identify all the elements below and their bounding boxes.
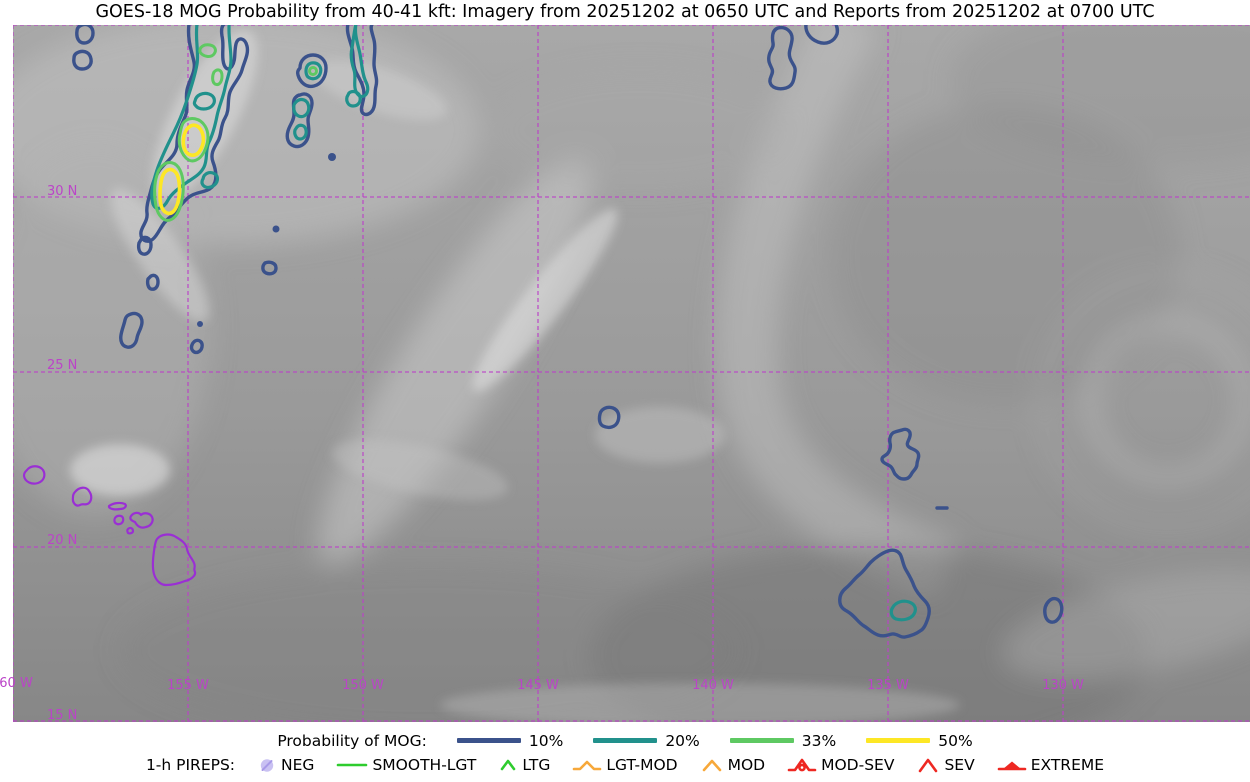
lon-label-145w: 145 W: [517, 678, 559, 693]
legend: Probability of MOG: 10% 20% 33% 50% 1-h …: [0, 729, 1250, 776]
page-title: GOES-18 MOG Probability from 40-41 kft: …: [95, 2, 1155, 22]
lon-label-150w: 150 W: [342, 678, 384, 693]
pirep-neg-label: NEG: [281, 755, 315, 774]
pirep-item-neg: NEG: [257, 756, 314, 774]
pirep-item-lgt: LTG: [498, 756, 550, 774]
lat-label-25n: 25 N: [47, 358, 77, 373]
prob-20-label: 20%: [665, 731, 700, 750]
pirep-extreme-label: EXTREME: [1030, 755, 1105, 774]
pirep-item-mod-sev: MOD-SEV: [787, 756, 894, 774]
legend-probability-title: Probability of MOG:: [277, 731, 427, 750]
contour-50pct: [158, 123, 206, 216]
pirep-lgt-mod-icon: [573, 760, 602, 770]
pirep-item-extreme: EXTREME: [997, 756, 1104, 774]
pirep-smooth-lgt-icon: [337, 763, 368, 766]
legend-item-50pct: 50%: [866, 731, 973, 750]
lon-label-130w: 130 W: [1042, 678, 1084, 693]
lat-label-30n: 30 N: [47, 184, 77, 199]
pirep-extreme-icon: [997, 761, 1027, 770]
contour-33pct: [153, 43, 318, 222]
pirep-item-sev: SEV: [916, 755, 975, 774]
lon-label-140w: 140 W: [692, 678, 734, 693]
pirep-sev-label: SEV: [944, 755, 975, 774]
satellite-imagery: [13, 25, 1250, 722]
pirep-item-smooth-lgt: SMOOTH-LGT: [336, 756, 476, 774]
prob-33-line-swatch: [729, 737, 794, 744]
legend-pireps-title: 1-h PIREPS:: [145, 755, 236, 774]
pirep-lgt-label: LTG: [522, 755, 551, 774]
pirep-mod-sev-icon: [787, 758, 817, 771]
pirep-lgt-icon: [501, 759, 516, 770]
hawaii-coastlines: [22, 465, 197, 587]
pirep-item-lgt-mod: LGT-MOD: [572, 755, 678, 774]
latlon-grid: [13, 25, 1250, 722]
pirep-smooth-lgt-label: SMOOTH-LGT: [372, 755, 477, 774]
contour-20pct: [150, 25, 917, 622]
contour-10pct: [72, 25, 1064, 639]
pirep-mod-sev-label: MOD-SEV: [821, 755, 895, 774]
prob-10-label: 10%: [528, 731, 564, 750]
legend-item-20pct: 20%: [593, 731, 700, 750]
legend-probability: Probability of MOG: 10% 20% 33% 50%: [0, 729, 1250, 752]
pirep-neg-icon: [260, 758, 274, 772]
pirep-item-mod: MOD: [700, 755, 766, 774]
lat-label-15n: 15 N: [47, 708, 77, 722]
grid-labels: 30 N 25 N 20 N 15 N 155 W 150 W 145 W 14…: [47, 184, 1084, 722]
map-canvas: 30 N 25 N 20 N 15 N 155 W 150 W 145 W 14…: [13, 25, 1250, 722]
prob-33-label: 33%: [801, 731, 837, 750]
prob-10-line-swatch: [456, 737, 521, 744]
legend-item-10pct: 10%: [456, 731, 564, 750]
lon-label-160w: 160 W: [0, 676, 33, 691]
pirep-mod-label: MOD: [727, 755, 766, 774]
legend-item-33pct: 33%: [729, 731, 837, 750]
pirep-sev-icon: [919, 758, 938, 772]
prob-50-label: 50%: [938, 731, 973, 750]
prob-50-line-swatch: [866, 737, 931, 744]
legend-pireps: 1-h PIREPS: NEG SMOOTH-LGT LTG: [0, 753, 1250, 776]
satellite-map: 30 N 25 N 20 N 15 N 155 W 150 W 145 W 14…: [13, 25, 1250, 722]
lon-label-155w: 155 W: [167, 678, 209, 693]
lat-label-20n: 20 N: [47, 533, 77, 548]
pirep-lgt-mod-label: LGT-MOD: [606, 755, 678, 774]
pirep-mod-icon: [702, 759, 721, 771]
prob-20-line-swatch: [593, 737, 658, 744]
lon-label-135w: 135 W: [867, 678, 909, 693]
